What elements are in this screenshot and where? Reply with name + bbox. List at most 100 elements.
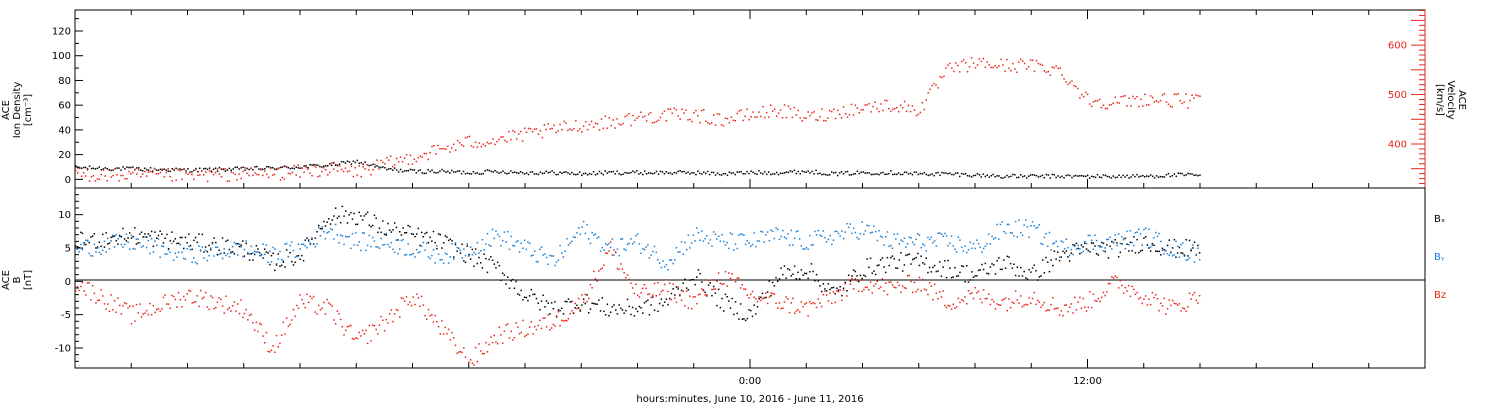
plasma-point [234,166,236,169]
field-point [339,234,342,236]
plasma-point [407,163,410,165]
plasma-point [405,170,408,172]
field-point [1035,270,1037,272]
field-point [316,243,318,245]
plasma-point [921,173,924,175]
plasma-point [374,163,376,166]
field-point [758,240,760,242]
field-point [684,305,686,307]
field-point [1119,279,1122,282]
field-point [402,297,404,300]
field-point [184,236,187,239]
field-point [935,292,938,295]
field-point [98,241,101,243]
field-point [856,275,858,277]
field-point [903,264,906,266]
plasma-point [773,108,776,110]
plasma-point [1000,58,1002,61]
field-point [248,253,251,255]
plasma-point [206,180,209,183]
plasma-point [238,173,240,175]
field-point [1107,238,1110,241]
plasma-point [586,128,589,131]
plasma-point [147,171,150,173]
field-point [1014,290,1017,292]
field-point [1036,226,1039,229]
field-point [976,275,978,277]
field-point [866,224,868,227]
field-point [1025,219,1027,221]
field-point [206,259,209,262]
field-point [696,276,698,278]
field-point [886,231,889,233]
ion-density-axis-label: ACEIon Density[cm⁻³] [1,82,34,139]
plasma-point [685,172,687,174]
plasma-point [380,166,382,169]
plasma-point [561,128,563,131]
plasma-point [496,140,498,143]
field-point [1134,293,1137,295]
field-point [258,252,261,254]
plasma-point [1067,83,1069,86]
plasma-point [590,173,593,176]
field-point [901,285,904,287]
plasma-point [1177,93,1179,95]
plasma-point [724,117,727,119]
plasma-point [742,173,744,175]
plasma-point [555,131,557,134]
field-point [304,245,306,247]
field-point [923,288,926,290]
field-point [154,240,156,242]
field-point [623,272,625,274]
plasma-point [1041,64,1044,66]
field-point [1006,309,1008,312]
field-point [1050,249,1052,251]
field-point [1016,266,1019,268]
plasma-point [945,67,947,69]
plasma-point [240,177,242,180]
field-point [478,343,480,345]
field-point [942,290,944,292]
plasma-point [1128,177,1130,179]
field-point [382,244,384,246]
plasma-point [269,167,272,170]
field-point [620,263,622,265]
plasma-point [1159,99,1162,102]
field-point [91,235,94,237]
plasma-point [921,102,924,104]
plasma-point [411,163,414,165]
field-point [1009,306,1012,309]
field-point [208,308,210,311]
plasma-point [232,168,234,170]
field-point [1020,295,1022,297]
field-point [920,246,922,249]
plasma-point [1163,93,1166,95]
velocity-tick-label: 500 [1388,90,1407,101]
field-point [819,285,821,287]
field-point [1062,250,1064,252]
plasma-point [752,111,754,113]
field-point [336,310,339,312]
plasma-point [472,146,475,148]
field-point [809,234,811,237]
plasma-point [492,171,494,173]
plasma-point [1088,103,1091,105]
field-point [279,250,281,253]
field-point [1023,224,1025,226]
plasma-point [1055,65,1057,67]
plasma-point [419,155,421,157]
field-point [591,287,593,289]
plasma-point [120,174,122,177]
plasma-point [915,171,918,173]
field-point [1090,306,1093,309]
plasma-point [145,175,148,177]
field-point [1074,244,1076,246]
field-point [1170,304,1172,307]
field-point [750,309,752,312]
field-point [280,258,283,261]
plasma-point [931,84,933,87]
field-point [535,328,538,331]
field-point [1099,245,1101,248]
field-point [974,287,976,289]
plasma-point [577,130,579,132]
